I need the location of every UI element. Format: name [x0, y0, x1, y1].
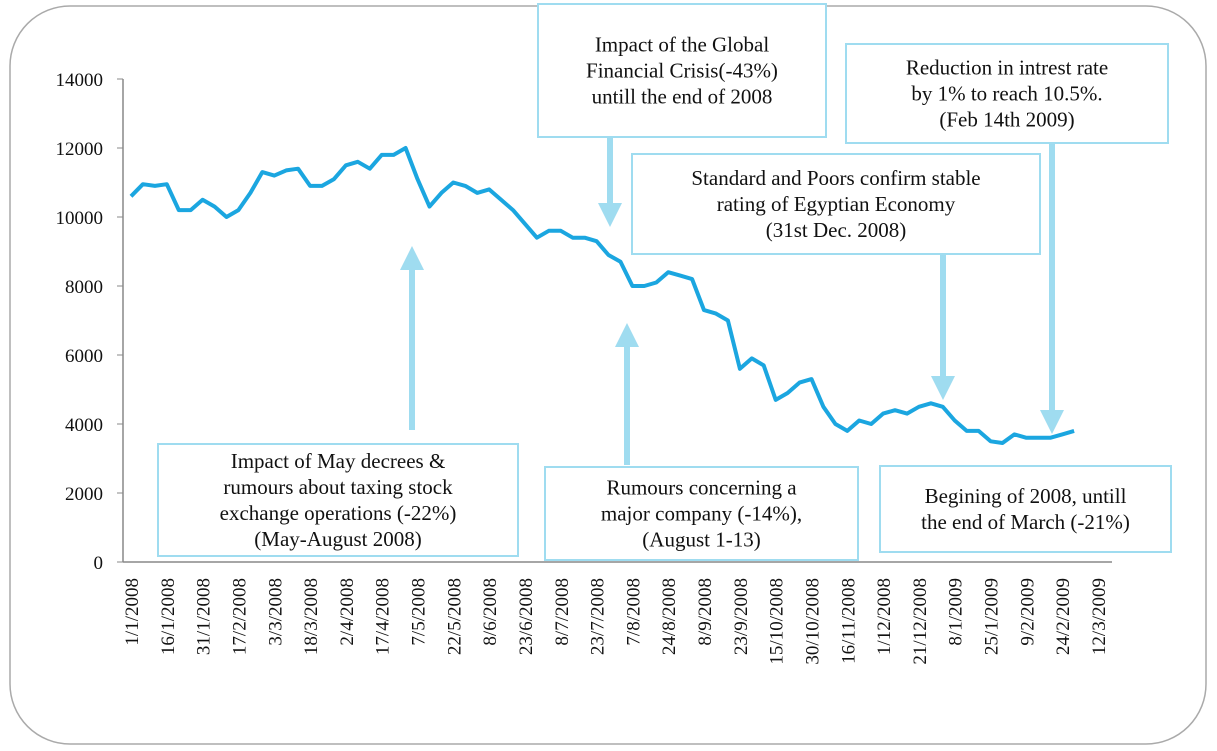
annotation-text: Impact of May decrees & [231, 449, 446, 473]
x-tick-label: 17/2/2008 [229, 578, 250, 655]
x-tick-label: 8/1/2009 [946, 578, 967, 646]
x-tick-label: 25/1/2009 [982, 578, 1003, 655]
x-tick-label: 8/6/2008 [480, 578, 501, 646]
annotation-text: by 1% to reach 10.5%. [911, 82, 1102, 106]
y-tick-label: 2000 [65, 484, 103, 505]
y-tick-label: 4000 [65, 415, 103, 436]
x-tick-label: 1/1/2008 [122, 578, 143, 646]
x-tick-label: 8/7/2008 [552, 578, 573, 646]
annotation-box [845, 43, 1169, 144]
annotation-text: (May-August 2008) [254, 527, 421, 551]
annotation-text: Reduction in intrest rate [906, 56, 1108, 80]
annotation-text: Begining of 2008, untill [925, 484, 1127, 508]
annotation-text: major company (-14%), [601, 502, 802, 526]
y-tick-label: 14000 [56, 70, 104, 91]
y-tick-label: 10000 [56, 208, 104, 229]
annotation-box [544, 466, 859, 561]
annotation-text: (August 1-13) [642, 528, 760, 552]
x-tick-label: 8/9/2008 [695, 578, 716, 646]
y-tick-label: 0 [94, 553, 104, 574]
annotation-text: the end of March (-21%) [921, 510, 1130, 534]
x-tick-label: 24/2/2009 [1053, 578, 1074, 655]
y-tick-label: 8000 [65, 277, 103, 298]
annotation-text: exchange operations (-22%) [220, 501, 457, 525]
x-tick-label: 7/8/2008 [623, 578, 644, 646]
y-tick-label: 6000 [65, 346, 103, 367]
x-tick-label: 23/6/2008 [516, 578, 537, 655]
x-tick-label: 18/3/2008 [301, 578, 322, 655]
annotation-text: Impact of the Global [595, 33, 770, 57]
arrows [400, 137, 1064, 465]
annotation-box [537, 3, 827, 138]
x-tick-label: 3/3/2008 [265, 578, 286, 646]
x-tick-label: 2/4/2008 [337, 578, 358, 646]
x-tick-label: 9/2/2009 [1017, 578, 1038, 646]
x-tick-label: 16/11/2008 [838, 578, 859, 664]
y-tick-label: 12000 [56, 139, 104, 160]
annotation-box [879, 465, 1172, 553]
annotation-text: Financial Crisis(-43%) [586, 59, 778, 83]
annotation-text: rating of Egyptian Economy [717, 192, 956, 216]
x-tick-label: 30/10/2008 [802, 578, 823, 665]
x-tick-label: 31/1/2008 [194, 578, 215, 655]
annotation-box [157, 443, 519, 557]
x-tick-label: 23/9/2008 [731, 578, 752, 655]
annotation-text: rumours about taxing stock [223, 475, 453, 499]
x-tick-label: 17/4/2008 [373, 578, 394, 655]
x-tick-label: 22/5/2008 [444, 578, 465, 655]
x-tick-label: 12/3/2009 [1089, 578, 1110, 655]
annotation-box [631, 153, 1041, 255]
data-line [129, 146, 1075, 445]
annotation-text: Rumours concerning a [606, 476, 797, 500]
annotation-text: untill the end of 2008 [592, 85, 773, 109]
annotation-text: (31st Dec. 2008) [766, 218, 907, 242]
x-tick-label: 21/12/2008 [910, 578, 931, 665]
annotation-text: Standard and Poors confirm stable [691, 166, 980, 190]
x-tick-label: 15/10/2008 [767, 578, 788, 665]
x-tick-label: 7/5/2008 [409, 578, 430, 646]
x-tick-label: 24/8/2008 [659, 578, 680, 655]
x-tick-label: 1/12/2008 [874, 578, 895, 655]
annotation-text: (Feb 14th 2009) [939, 108, 1074, 132]
x-tick-label: 23/7/2008 [588, 578, 609, 655]
x-tick-label: 16/1/2008 [158, 578, 179, 655]
